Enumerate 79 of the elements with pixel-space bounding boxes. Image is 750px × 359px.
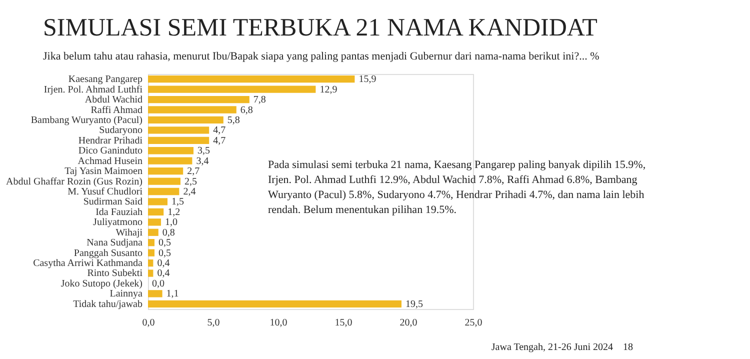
y-tick-label: Bambang Wuryanto (Pacul) — [30, 114, 142, 126]
bar — [148, 300, 402, 308]
data-label: 1,2 — [168, 206, 180, 218]
bar — [148, 249, 154, 256]
data-label: 0,5 — [158, 238, 171, 249]
x-tick-label: 20,0 — [400, 318, 418, 328]
bar — [148, 198, 168, 206]
data-label: 12,9 — [320, 84, 338, 96]
data-label: 3,4 — [196, 156, 209, 167]
data-label: 6,8 — [240, 104, 253, 116]
y-tick-label: Tidak tahu/jawab — [73, 298, 142, 310]
y-tick-label: Abdul Wachid — [84, 94, 142, 106]
y-tick-label: Rinto Subekti — [87, 268, 143, 280]
y-tick-label: Ida Fauziah — [96, 206, 142, 218]
y-tick-label: Abdul Ghaffar Rozin (Gus Rozin) — [6, 176, 142, 188]
data-label: 0,4 — [157, 258, 170, 270]
data-label: 4,7 — [213, 125, 226, 136]
data-label: 1,0 — [165, 217, 178, 228]
data-label: 2,7 — [187, 166, 200, 178]
data-label: 0,0 — [152, 278, 164, 290]
x-tick-label: 25,0 — [464, 318, 482, 328]
y-tick-label: Panggah Susanto — [74, 248, 142, 259]
bar — [148, 147, 194, 154]
x-tick-label: 5,0 — [207, 318, 220, 328]
y-tick-label: Kaesang Pangarep — [68, 74, 142, 86]
bar — [148, 208, 164, 216]
data-label: 1,5 — [172, 196, 184, 208]
y-tick-label: Irjen. Pol. Ahmad Luthfi — [44, 84, 143, 96]
text: Jawa Tengah, 21-26 Juni 2024 — [491, 342, 613, 353]
bar — [148, 259, 154, 267]
bar — [148, 218, 161, 226]
data-label: 4,7 — [213, 135, 226, 146]
bar — [148, 167, 184, 175]
bar — [148, 116, 224, 124]
y-tick-label: Juliyatmono — [93, 217, 142, 228]
text: 18 — [623, 342, 633, 353]
y-tick-label: M. Yusuf Chudlori — [68, 186, 143, 198]
y-tick-label: Achmad Husein — [78, 156, 142, 167]
bar — [148, 228, 158, 236]
chart-subtitle: Jika belum tahu atau rahasia, menurut Ibu/Bapak siapa yang paling pantas menjadi Gubernur dari nama-nama berikut ini?... % — [43, 50, 600, 63]
data-label: 7,8 — [253, 94, 266, 106]
bar — [148, 178, 180, 185]
bar — [148, 157, 192, 164]
bar — [148, 290, 162, 298]
y-tick-label: Casytha Arriwi Kathmanda — [33, 258, 144, 270]
bar — [148, 136, 210, 144]
data-label: 0,8 — [162, 227, 175, 238]
y-tick-label: Hendrar Prihadi — [78, 135, 143, 146]
y-tick-label: Raffi Ahmad — [90, 104, 142, 116]
bar — [148, 106, 236, 114]
data-label: 0,5 — [158, 248, 171, 259]
data-label: 2,5 — [184, 176, 197, 188]
bar — [148, 96, 250, 104]
bar — [148, 126, 210, 134]
bar — [148, 86, 316, 93]
y-tick-label: Nana Sudjana — [86, 238, 144, 249]
y-tick-label: Taj Yasin Maimoen — [64, 166, 142, 178]
x-tick-label: 10,0 — [270, 318, 288, 328]
x-tick-label: 0,0 — [142, 318, 155, 328]
data-label: 0,4 — [157, 268, 170, 280]
y-tick-label: Joko Sutopo (Jekek) — [60, 278, 142, 290]
data-label: 1,1 — [166, 288, 179, 300]
bar — [148, 270, 154, 277]
y-tick-label: Lainnya — [110, 288, 144, 300]
y-tick-label: Sudaryono — [99, 125, 142, 136]
y-tick-label: Wihaji — [116, 227, 143, 238]
data-label: 5,8 — [227, 114, 240, 126]
y-tick-label: Sudirman Said — [83, 196, 142, 208]
bar — [148, 188, 180, 196]
chart-title: SIMULASI SEMI TERBUKA 21 NAMA KANDIDAT — [43, 14, 598, 42]
data-label: 3,5 — [198, 146, 210, 157]
bar — [148, 76, 355, 83]
y-tick-label: Dico Ganinduto — [78, 146, 142, 157]
annotation: Pada simulasi semi terbuka 21 nama, Kaesang Pangarep paling banyak dipilih 15.9%, Irjen. Pol. Ahmad Luthfi 12.9%, Abdul Wachid 7.8%, Raffi Ahmad 6.8%, Bambang Wuryanto (Pacul) 5.8%, Sudaryono 4.7%, Hendrar Prihadi 4.7%, dan nama lain lebih rendah. Belum menentukan pilihan 19.5%. — [268, 159, 646, 216]
x-tick-label: 15,0 — [334, 318, 352, 328]
data-label: 15,9 — [358, 74, 376, 86]
data-label: 19,5 — [406, 298, 423, 310]
bar — [148, 239, 154, 246]
data-label: 2,4 — [183, 186, 196, 198]
